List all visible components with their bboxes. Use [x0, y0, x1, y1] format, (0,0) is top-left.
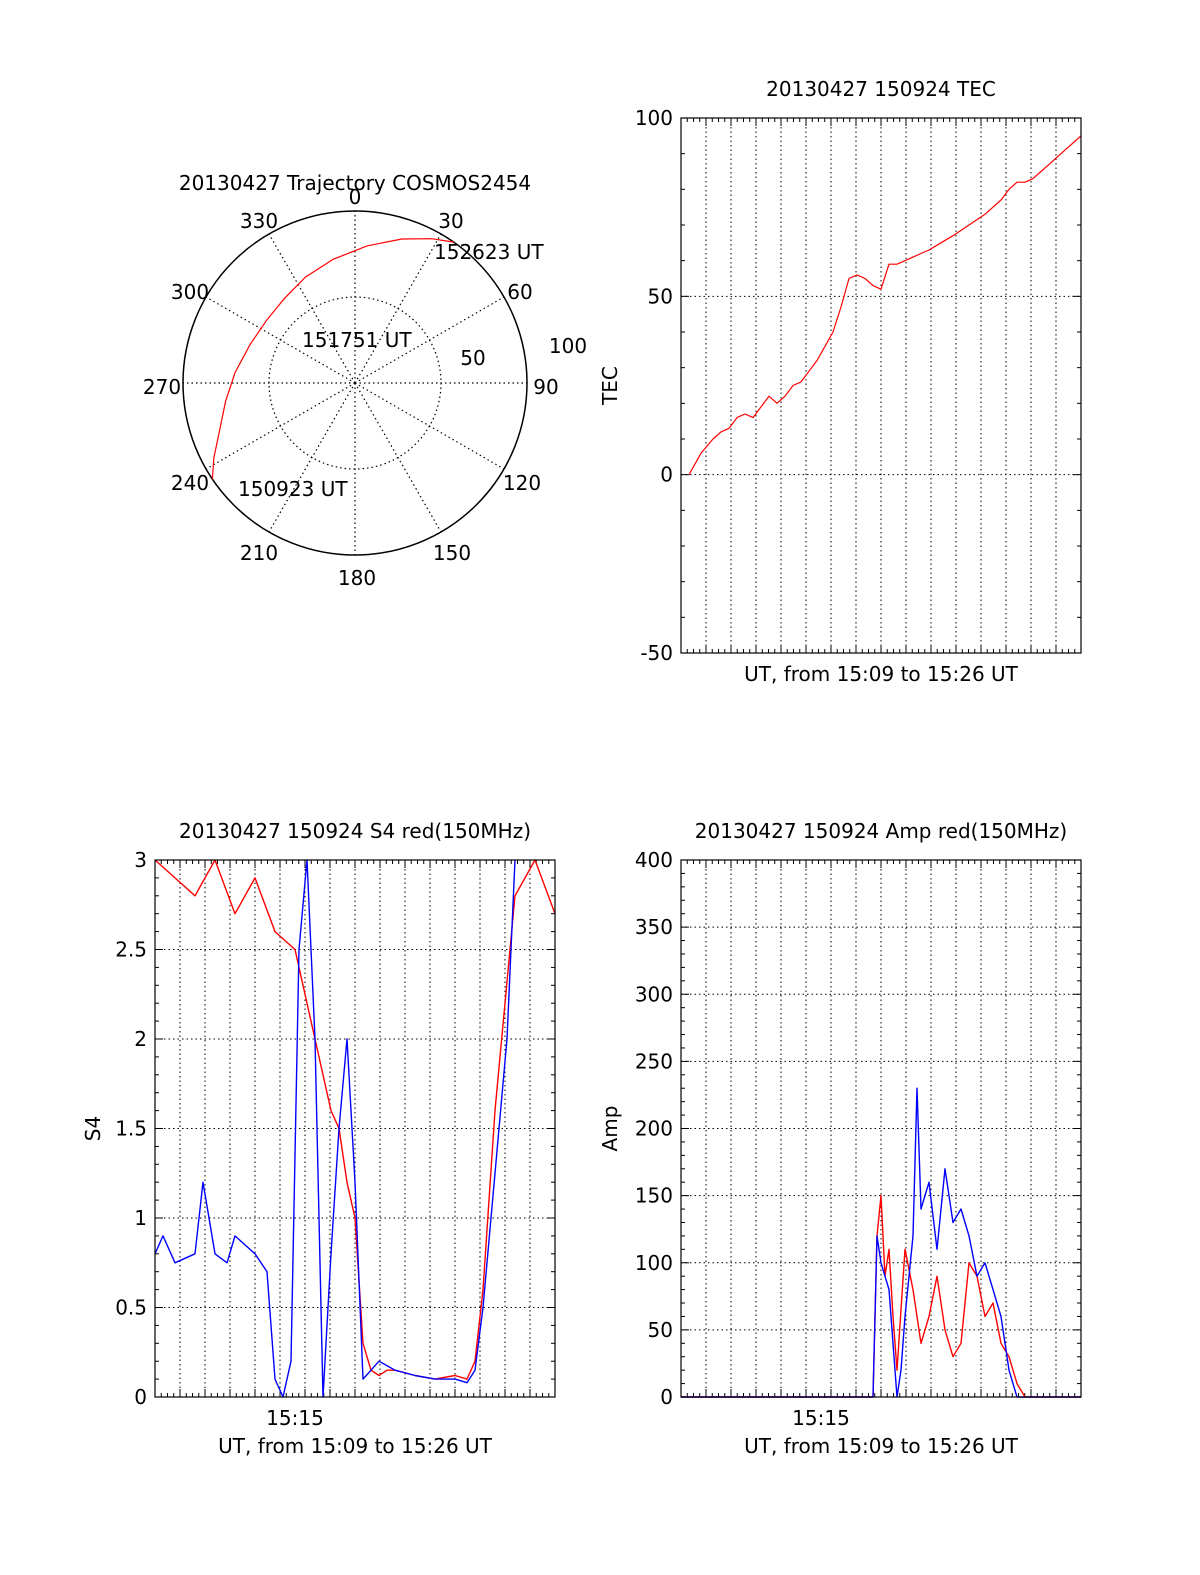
x-tick-label: 15:15 [266, 1406, 324, 1430]
s4-title: 20130427 150924 S4 red(150MHz) [179, 819, 531, 843]
azimuth-label: 30 [438, 209, 463, 233]
azimuth-label: 330 [240, 209, 278, 233]
trajectory-title: 20130427 Trajectory COSMOS2454 [179, 171, 531, 195]
polar-ring-inner [268, 296, 442, 470]
ring-label: 100 [549, 334, 587, 358]
trajectory-time-label: 150923 UT [238, 477, 348, 501]
polar-spoke [354, 233, 442, 384]
s4-chart: 20130427 150924 S4 red(150MHz) 0 0.5 1 1.5 2 2… [81, 819, 556, 1458]
azimuth-label: 150 [433, 541, 471, 565]
amp-chart: 20130427 150924 Amp red(150MHz) 0 50 100 150… [598, 819, 1082, 1458]
amp-xlabel: UT, from 15:09 to 15:26 UT [744, 1434, 1019, 1458]
polar-spoke [354, 296, 505, 384]
y-tick-label: 150 [635, 1184, 673, 1208]
tec-plot-frame [680, 117, 1082, 654]
y-tick-label: 100 [635, 106, 673, 130]
polar-spoke [205, 296, 356, 384]
azimuth-label: 90 [533, 375, 558, 399]
y-tick-label: 1 [134, 1206, 147, 1230]
polar-spoke [354, 382, 442, 533]
s4-ylabel: S4 [81, 1116, 105, 1141]
s4-series-1 [154, 859, 516, 1398]
y-tick-label: 50 [648, 1318, 673, 1342]
y-tick-label: 2.5 [115, 938, 147, 962]
azimuth-label: 180 [338, 566, 376, 590]
y-tick-label: -50 [640, 641, 673, 665]
x-tick-label: 15:15 [792, 1406, 850, 1430]
trajectory-time-label: 151751 UT [302, 328, 412, 352]
tec-chart: 20130427 150924 TEC -50 0 50 100 UT, from 15:… [598, 77, 1082, 686]
amp-series-0 [681, 1194, 1081, 1398]
trajectory-track [211, 238, 454, 480]
polar-spoke [205, 382, 356, 470]
polar-spoke [268, 382, 356, 533]
y-tick-label: 0 [660, 1385, 673, 1409]
y-tick-label: 100 [635, 1251, 673, 1275]
azimuth-label: 240 [171, 471, 209, 495]
tec-series-0 [688, 135, 1082, 475]
s4-xlabel: UT, from 15:09 to 15:26 UT [218, 1434, 493, 1458]
y-tick-label: 2 [134, 1027, 147, 1051]
y-tick-label: 350 [635, 915, 673, 939]
amp-plot-frame [680, 859, 1082, 1398]
y-tick-label: 250 [635, 1049, 673, 1073]
y-tick-label: 50 [648, 284, 673, 308]
polar-spoke [268, 233, 356, 384]
y-tick-label: 200 [635, 1117, 673, 1141]
y-tick-label: 1.5 [115, 1117, 147, 1141]
tec-xlabel: UT, from 15:09 to 15:26 UT [744, 662, 1019, 686]
azimuth-label: 120 [503, 471, 541, 495]
azimuth-label: 270 [143, 375, 181, 399]
y-tick-label: 0.5 [115, 1296, 147, 1320]
polar-ring-outer [182, 210, 528, 556]
tec-title: 20130427 150924 TEC [766, 77, 996, 101]
y-tick-label: 300 [635, 982, 673, 1006]
amp-series-1 [681, 1087, 1081, 1398]
azimuth-label: 60 [507, 280, 532, 304]
azimuth-label: 210 [240, 541, 278, 565]
ring-label: 50 [460, 346, 485, 370]
y-tick-label: 400 [635, 848, 673, 872]
azimuth-label: 0 [349, 185, 362, 209]
amp-title: 20130427 150924 Amp red(150MHz) [695, 819, 1067, 843]
y-tick-label: 0 [134, 1385, 147, 1409]
y-tick-label: 0 [660, 463, 673, 487]
amp-ylabel: Amp [598, 1106, 622, 1152]
s4-plot-frame [154, 859, 556, 1398]
trajectory-time-label: 152623 UT [434, 240, 544, 264]
tec-ylabel: TEC [598, 366, 622, 406]
y-tick-label: 3 [134, 848, 147, 872]
azimuth-label: 300 [171, 280, 209, 304]
